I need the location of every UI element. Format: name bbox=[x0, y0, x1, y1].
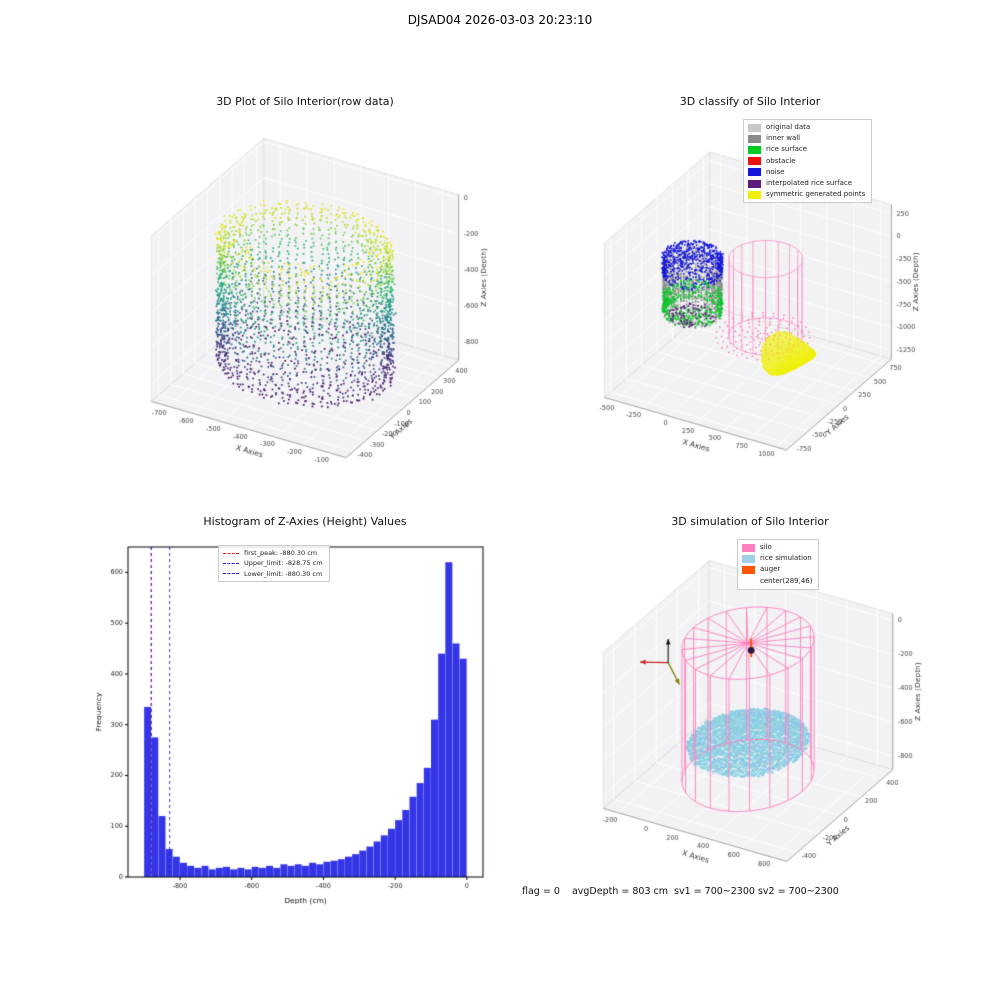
legend-item: inner wall bbox=[748, 133, 865, 144]
legend-item: auger bbox=[742, 564, 812, 575]
legend-item: silo bbox=[742, 542, 812, 553]
legend-swatch bbox=[748, 157, 761, 166]
legend-item: interpolated rice surface bbox=[748, 178, 865, 189]
legend-label: original data bbox=[766, 123, 811, 131]
subplot-title: 3D Plot of Silo Interior(row data) bbox=[216, 95, 394, 108]
subplot-title: 3D classify of Silo Interior bbox=[679, 95, 821, 108]
subplot-classify: 3D classify of Silo Interior original da… bbox=[530, 95, 970, 495]
legend-item: noise bbox=[748, 167, 865, 178]
legend-item: rice simulation bbox=[742, 553, 812, 564]
legend-swatch bbox=[742, 577, 755, 585]
raw-pointcloud-canvas bbox=[90, 113, 520, 493]
legend-label: noise bbox=[766, 167, 785, 176]
status-text: flag = 0 avgDepth = 803 cm sv1 = 700~230… bbox=[522, 886, 839, 897]
legend-line-marker bbox=[223, 573, 239, 575]
figure-suptitle: DJSAD04 2026-03-03 20:23:10 bbox=[407, 13, 593, 27]
legend-label: center(289,46) bbox=[760, 576, 813, 585]
legend-swatch bbox=[748, 145, 761, 154]
histogram-canvas bbox=[90, 533, 520, 918]
legend-label: Upper_limit: -828.75 cm bbox=[244, 559, 323, 568]
legend-label: rice simulation bbox=[760, 554, 812, 563]
simulation-legend: silo rice simulation auger center(289,46) bbox=[737, 539, 820, 590]
subplot-simulation: 3D simulation of Silo Interior silo rice … bbox=[520, 515, 980, 915]
legend-swatch bbox=[742, 554, 755, 563]
legend-swatch bbox=[748, 190, 761, 199]
legend-label: inner wall bbox=[766, 134, 801, 143]
subplot-title: Histogram of Z-Axies (Height) Values bbox=[203, 515, 407, 528]
legend-label: interpolated rice surface bbox=[766, 178, 853, 187]
legend-swatch bbox=[748, 134, 761, 143]
legend-swatch bbox=[742, 543, 755, 552]
legend-swatch bbox=[748, 179, 761, 188]
legend-label: obstacle bbox=[766, 156, 796, 165]
legend-item: original data bbox=[748, 122, 865, 133]
legend-label: symmetric generated points bbox=[766, 190, 866, 199]
legend-label: rice surface bbox=[766, 145, 808, 154]
histogram-legend: first_peak: -880.30 cm Upper_limit: -828.… bbox=[218, 545, 330, 583]
subplot-title: 3D simulation of Silo Interior bbox=[671, 515, 829, 528]
legend-item: Lower_limit: -880.30 cm bbox=[223, 569, 323, 579]
legend-line-marker bbox=[223, 552, 239, 554]
subplot-raw-pointcloud: 3D Plot of Silo Interior(row data) bbox=[90, 95, 520, 495]
legend-item: symmetric generated points bbox=[748, 189, 865, 200]
legend-label: first_peak: -880.30 cm bbox=[244, 549, 318, 557]
legend-line-marker bbox=[223, 563, 239, 565]
legend-item: Upper_limit: -828.75 cm bbox=[223, 558, 323, 568]
legend-item: center(289,46) bbox=[742, 576, 812, 587]
legend-swatch bbox=[748, 123, 761, 132]
legend-swatch bbox=[742, 565, 755, 574]
legend-swatch bbox=[748, 168, 761, 177]
legend-item: rice surface bbox=[748, 144, 865, 155]
subplot-histogram: Histogram of Z-Axies (Height) Values fir… bbox=[90, 515, 520, 925]
classify-legend: original data inner wall rice surface obsta… bbox=[743, 119, 873, 204]
legend-label: auger bbox=[760, 565, 781, 574]
simulation-canvas bbox=[520, 533, 980, 893]
legend-label: silo bbox=[760, 543, 772, 551]
legend-item: obstacle bbox=[748, 156, 865, 167]
legend-item: first_peak: -880.30 cm bbox=[223, 548, 323, 558]
legend-label: Lower_limit: -880.30 cm bbox=[244, 569, 323, 578]
